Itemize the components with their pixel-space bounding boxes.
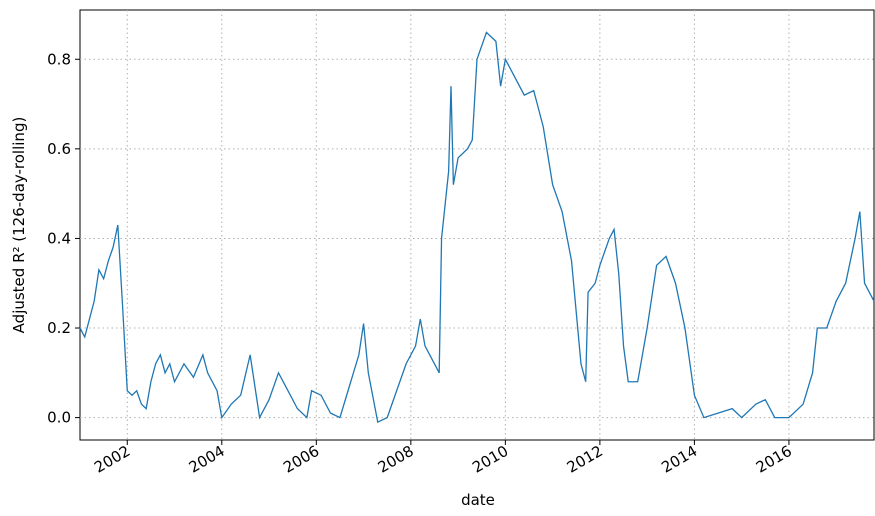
x-axis-label: date [461, 491, 495, 509]
x-tick-label: 2008 [375, 442, 417, 477]
series-line [79, 31, 875, 424]
y-tick-label: 0.2 [47, 319, 71, 337]
y-tick-label: 0.0 [47, 409, 71, 427]
y-axis-label: Adjusted R² (126-day-rolling) [10, 117, 28, 334]
x-tick-label: 2002 [91, 442, 133, 477]
x-tick-label: 2010 [469, 442, 511, 477]
x-tick-label: 2016 [753, 442, 795, 477]
plot-frame [79, 9, 875, 441]
x-tick-label: 2014 [658, 442, 700, 477]
x-tick-label: 2012 [564, 442, 606, 477]
x-tick-label: 2006 [280, 442, 322, 477]
y-tick-label: 0.8 [47, 50, 71, 68]
y-tick-label: 0.4 [47, 229, 71, 247]
x-tick-label: 2004 [186, 442, 228, 477]
y-tick-label: 0.6 [47, 140, 71, 158]
